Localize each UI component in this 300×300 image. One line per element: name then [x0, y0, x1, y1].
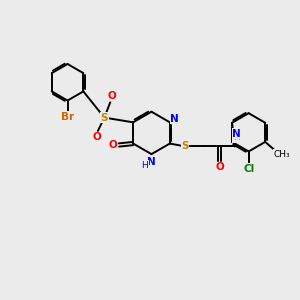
Text: O: O: [107, 91, 116, 101]
Text: Br: Br: [61, 112, 74, 122]
Text: CH₃: CH₃: [273, 150, 290, 159]
Text: O: O: [92, 132, 101, 142]
Text: Cl: Cl: [243, 164, 254, 173]
Text: S: S: [100, 112, 108, 123]
Text: H: H: [142, 161, 148, 170]
Text: O: O: [215, 162, 224, 172]
Text: H: H: [233, 133, 239, 142]
Text: N: N: [170, 114, 179, 124]
Text: O: O: [108, 140, 117, 150]
Text: S: S: [182, 142, 189, 152]
Text: N: N: [146, 157, 155, 167]
Text: N: N: [232, 128, 241, 139]
